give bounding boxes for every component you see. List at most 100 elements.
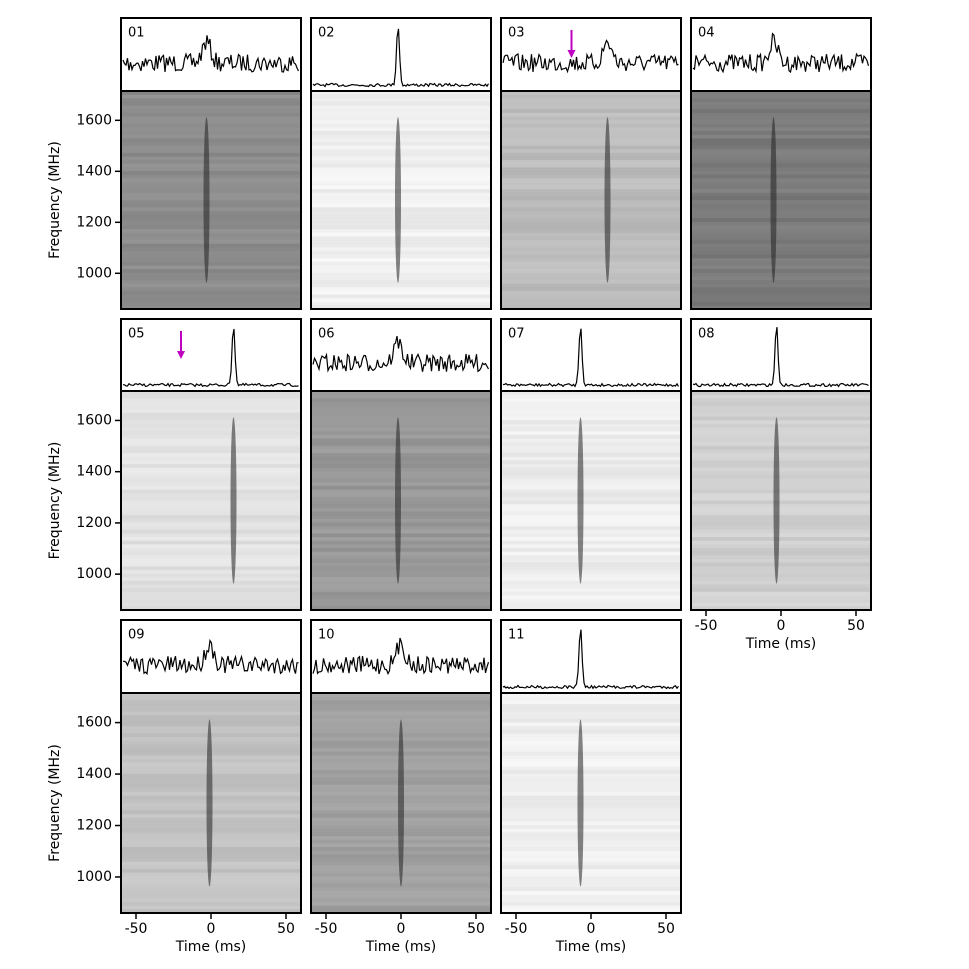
y-tick-label: 1400 — [76, 766, 112, 782]
waterfall-noise — [311, 471, 491, 476]
waterfall-noise — [311, 120, 491, 125]
waterfall-noise — [311, 214, 491, 219]
waterfall-noise — [501, 810, 681, 815]
waterfall-noise — [501, 544, 681, 549]
x-tick-label: 50 — [847, 618, 865, 634]
waterfall-noise — [691, 595, 871, 600]
waterfall-noise — [501, 269, 681, 274]
waterfall-noise — [311, 170, 491, 176]
waterfall-noise — [501, 485, 681, 491]
waterfall-noise — [121, 98, 301, 103]
waterfall-noise — [121, 109, 301, 114]
waterfall-noise — [121, 391, 301, 396]
waterfall-noise — [501, 305, 681, 310]
waterfall-noise — [501, 189, 681, 194]
waterfall-noise — [311, 485, 491, 491]
waterfall-noise — [311, 496, 491, 501]
waterfall-noise — [311, 272, 491, 277]
waterfall-noise — [691, 98, 871, 103]
waterfall-noise — [501, 221, 681, 226]
waterfall-noise — [121, 894, 301, 899]
waterfall-noise — [691, 134, 871, 139]
waterfall-noise — [311, 467, 491, 472]
waterfall-noise — [691, 101, 871, 107]
waterfall-noise — [501, 522, 681, 527]
waterfall-noise — [311, 250, 491, 255]
waterfall-noise — [501, 272, 681, 277]
waterfall-noise — [121, 471, 301, 476]
waterfall-noise — [121, 160, 301, 165]
waterfall-noise — [121, 243, 301, 248]
waterfall-noise — [311, 98, 491, 103]
waterfall-noise — [311, 416, 491, 421]
waterfall-noise — [501, 839, 681, 844]
waterfall-noise — [691, 409, 871, 414]
waterfall-noise — [311, 409, 491, 414]
waterfall-noise — [691, 116, 871, 121]
waterfall-noise — [121, 185, 301, 190]
waterfall-noise — [311, 116, 491, 121]
waterfall-noise — [501, 431, 681, 436]
y-tick-label: 1400 — [76, 464, 112, 480]
waterfall-noise — [691, 606, 871, 611]
waterfall-noise — [501, 138, 681, 143]
burst-streak — [398, 719, 404, 887]
waterfall-noise — [121, 409, 301, 414]
waterfall-noise — [691, 555, 871, 560]
waterfall-noise — [121, 591, 301, 596]
waterfall-noise — [501, 872, 681, 877]
waterfall-noise — [691, 547, 871, 553]
panel-label: 10 — [318, 628, 335, 643]
y-tick-label: 1000 — [76, 265, 112, 281]
waterfall-noise — [691, 232, 871, 237]
panel-label: 07 — [508, 327, 525, 342]
waterfall-noise — [501, 290, 681, 295]
waterfall-noise — [121, 902, 301, 907]
waterfall-noise — [501, 250, 681, 255]
waterfall-noise — [691, 474, 871, 480]
waterfall-noise — [311, 149, 491, 154]
waterfall-noise — [501, 442, 681, 447]
waterfall-noise — [691, 445, 871, 450]
waterfall-noise — [121, 547, 301, 553]
profile-frame — [500, 619, 682, 694]
waterfall-noise — [501, 766, 681, 771]
panel: 07 — [500, 318, 682, 611]
waterfall-noise — [311, 445, 491, 450]
waterfall-noise — [501, 160, 681, 165]
burst-streak — [770, 117, 777, 283]
waterfall-noise — [691, 258, 871, 263]
waterfall-noise — [691, 489, 871, 494]
waterfall-noise — [121, 515, 301, 520]
waterfall-noise — [501, 555, 681, 560]
waterfall-noise — [121, 704, 301, 709]
waterfall-noise — [501, 748, 681, 753]
waterfall-noise — [501, 737, 681, 742]
panel: 01 — [120, 17, 302, 310]
waterfall-noise — [121, 438, 301, 443]
waterfall-noise — [501, 398, 681, 403]
waterfall-noise — [691, 218, 871, 223]
waterfall-noise — [691, 438, 871, 443]
y-tick-label: 1000 — [76, 566, 112, 582]
waterfall-noise — [501, 788, 681, 793]
waterfall-noise — [691, 94, 871, 99]
waterfall-noise — [501, 474, 681, 480]
x-tick-label: 50 — [277, 921, 295, 937]
waterfall-noise — [691, 540, 871, 545]
waterfall-noise — [691, 261, 871, 266]
panel: 03 — [500, 17, 682, 310]
x-tick-label: 0 — [207, 921, 216, 937]
waterfall-noise — [311, 529, 491, 534]
waterfall-noise — [691, 109, 871, 114]
waterfall-noise — [311, 905, 491, 910]
waterfall-noise — [691, 431, 871, 436]
waterfall-noise — [691, 405, 871, 410]
waterfall-noise — [121, 482, 301, 487]
waterfall-noise — [691, 105, 871, 110]
arrow-head — [567, 50, 576, 58]
waterfall-noise — [121, 305, 301, 310]
profile-line — [122, 328, 299, 388]
waterfall-noise — [311, 283, 491, 288]
x-axis-label: Time (ms) — [175, 939, 247, 955]
